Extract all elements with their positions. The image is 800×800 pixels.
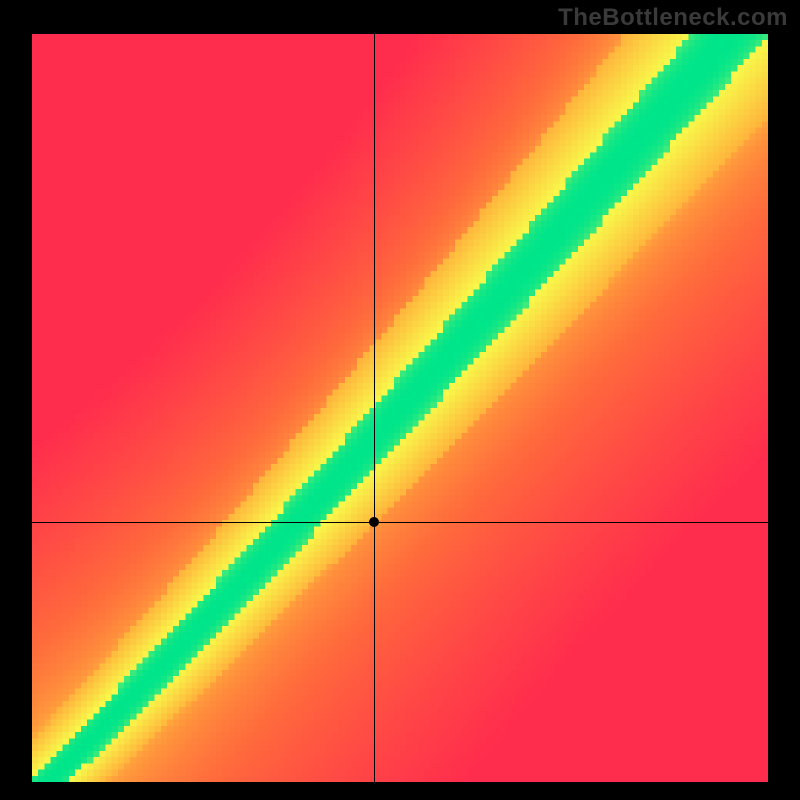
watermark-text: TheBottleneck.com — [558, 4, 788, 32]
plot-area — [32, 34, 768, 782]
chart-container: TheBottleneck.com — [0, 0, 800, 800]
crosshair-horizontal — [32, 522, 768, 523]
heatmap-canvas — [32, 34, 768, 782]
selection-marker — [369, 517, 379, 527]
crosshair-vertical — [374, 34, 375, 782]
